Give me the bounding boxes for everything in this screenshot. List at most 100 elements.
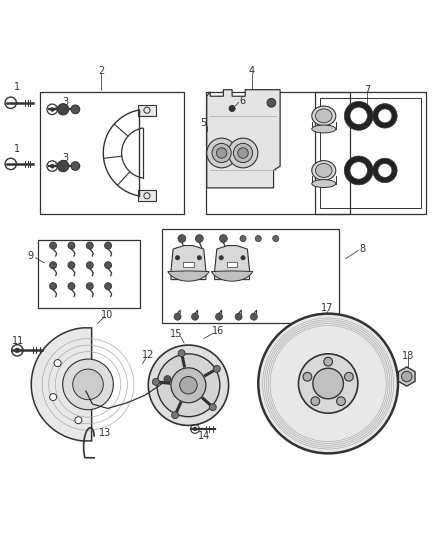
Circle shape (255, 236, 261, 241)
Bar (320, 99, 421, 207)
Circle shape (152, 378, 159, 385)
Bar (162, 229, 339, 323)
Text: 9: 9 (27, 251, 33, 261)
Circle shape (86, 282, 93, 289)
Circle shape (273, 236, 279, 241)
Circle shape (267, 99, 276, 107)
Circle shape (378, 109, 392, 123)
Circle shape (54, 360, 61, 367)
Circle shape (63, 359, 113, 410)
Bar (227, 262, 237, 266)
Ellipse shape (312, 106, 336, 126)
Circle shape (57, 160, 69, 172)
Circle shape (238, 148, 248, 158)
Text: 16: 16 (212, 326, 224, 336)
Text: 4: 4 (249, 66, 255, 76)
Circle shape (219, 256, 223, 260)
Circle shape (311, 397, 320, 406)
Polygon shape (31, 328, 92, 441)
Text: 3: 3 (62, 97, 68, 107)
Text: 12: 12 (142, 350, 155, 360)
Text: 6: 6 (239, 95, 245, 106)
Text: 14: 14 (198, 431, 210, 441)
Ellipse shape (312, 180, 336, 188)
Circle shape (324, 357, 332, 366)
Circle shape (229, 106, 235, 111)
Circle shape (251, 313, 258, 320)
Circle shape (148, 345, 229, 425)
Circle shape (215, 313, 223, 320)
Ellipse shape (312, 160, 336, 180)
Polygon shape (215, 246, 250, 280)
Circle shape (50, 164, 54, 168)
Text: 13: 13 (99, 429, 112, 438)
Circle shape (195, 235, 203, 243)
Polygon shape (207, 90, 280, 188)
Circle shape (219, 235, 227, 243)
Circle shape (337, 397, 345, 406)
Circle shape (174, 313, 181, 320)
Circle shape (212, 143, 231, 163)
Circle shape (68, 242, 75, 249)
Circle shape (344, 101, 373, 130)
Circle shape (373, 158, 397, 183)
Text: 7: 7 (364, 85, 371, 95)
Circle shape (71, 161, 80, 171)
Circle shape (86, 242, 93, 249)
Circle shape (157, 354, 220, 417)
Circle shape (233, 143, 253, 163)
Text: 17: 17 (321, 303, 333, 313)
Circle shape (228, 138, 258, 168)
Circle shape (216, 148, 227, 158)
Circle shape (175, 256, 180, 260)
Polygon shape (171, 246, 206, 280)
Circle shape (350, 161, 367, 179)
Circle shape (75, 417, 82, 424)
Circle shape (172, 411, 179, 418)
Circle shape (68, 262, 75, 269)
Circle shape (49, 242, 57, 249)
Circle shape (193, 427, 197, 431)
Circle shape (303, 373, 312, 381)
Polygon shape (138, 190, 155, 201)
Polygon shape (138, 105, 155, 116)
Circle shape (191, 313, 198, 320)
Circle shape (235, 313, 242, 320)
Circle shape (49, 393, 57, 401)
Text: 15: 15 (170, 329, 182, 339)
Polygon shape (212, 271, 253, 281)
Circle shape (14, 348, 20, 353)
Circle shape (345, 373, 353, 381)
Circle shape (350, 107, 367, 125)
Text: 18: 18 (402, 351, 414, 360)
Circle shape (178, 235, 186, 243)
Polygon shape (168, 271, 209, 281)
Text: 2: 2 (98, 66, 104, 76)
Circle shape (49, 262, 57, 269)
Bar (206, 92, 350, 214)
Ellipse shape (312, 125, 336, 133)
Circle shape (241, 256, 245, 260)
Circle shape (86, 262, 93, 269)
Circle shape (298, 354, 358, 413)
Circle shape (73, 369, 103, 400)
Text: 8: 8 (359, 244, 365, 254)
Circle shape (105, 262, 112, 269)
Text: 5: 5 (201, 118, 207, 128)
Circle shape (68, 282, 75, 289)
Circle shape (71, 105, 80, 114)
Circle shape (57, 103, 69, 115)
Text: 11: 11 (12, 336, 24, 346)
Text: 1: 1 (14, 83, 20, 93)
Bar (183, 262, 194, 266)
Ellipse shape (315, 164, 332, 177)
Bar (40, 92, 184, 214)
Circle shape (207, 138, 237, 168)
Circle shape (344, 156, 373, 185)
Circle shape (209, 403, 216, 410)
Circle shape (378, 164, 392, 177)
Circle shape (50, 107, 54, 111)
Bar (38, 240, 141, 308)
Ellipse shape (315, 109, 332, 123)
Text: 3: 3 (62, 153, 68, 163)
